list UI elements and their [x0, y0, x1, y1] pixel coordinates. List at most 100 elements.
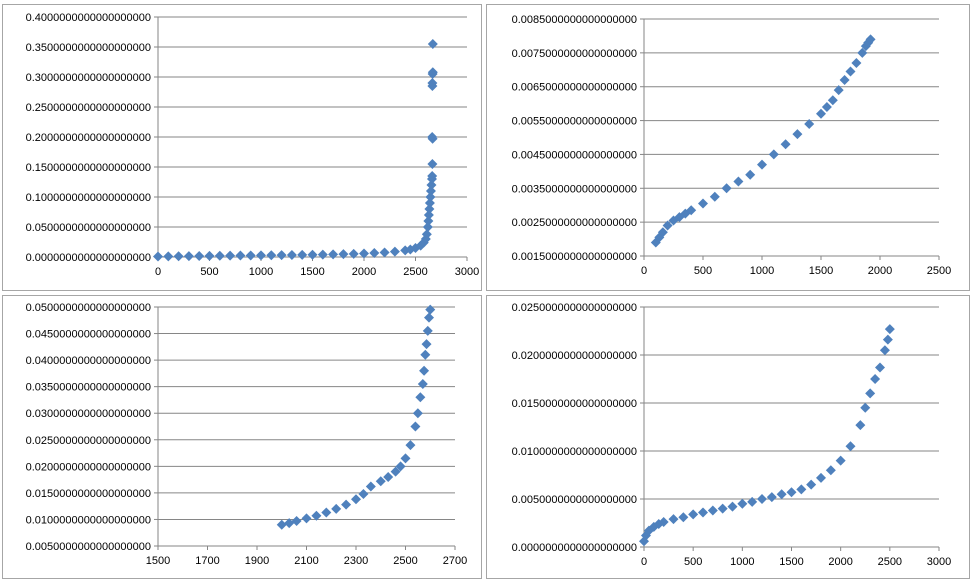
data-point-marker — [400, 453, 411, 464]
data-point-marker — [256, 250, 266, 261]
data-point-marker — [657, 227, 668, 238]
data-point-marker — [297, 249, 308, 260]
data-point-marker — [351, 494, 361, 505]
data-point-marker — [389, 246, 400, 257]
y-tick-label: 0.3000000000000000000 — [26, 72, 151, 84]
data-point-marker — [422, 222, 433, 232]
y-tick-label: 0.0065000000000000000 — [512, 82, 637, 94]
data-point-marker — [851, 58, 862, 69]
data-point-marker — [717, 503, 728, 514]
x-tick-label: 2000 — [868, 265, 892, 277]
y-tick-label: 0.0000000000000000000 — [512, 542, 637, 554]
x-tick-label: 2000 — [828, 556, 852, 568]
data-point-marker — [421, 339, 432, 350]
data-point-marker — [721, 183, 732, 194]
data-point-marker — [291, 516, 302, 527]
x-tick-label: 1900 — [245, 555, 269, 567]
data-point-marker — [806, 479, 817, 490]
x-tick-label: 1000 — [249, 266, 273, 278]
data-point-marker — [865, 388, 876, 399]
x-tick-label: 1500 — [779, 556, 803, 568]
data-point-marker — [733, 176, 744, 187]
y-tick-label: 0.0300000000000000000 — [26, 408, 151, 420]
y-tick-label: 0.0035000000000000000 — [512, 183, 637, 195]
y-tick-label: 0.4000000000000000000 — [26, 12, 151, 24]
data-point-marker — [662, 220, 673, 231]
data-point-marker — [427, 67, 438, 78]
data-point-marker — [301, 513, 312, 524]
x-tick-label: 1000 — [750, 265, 774, 277]
chart-panel-bottom-right: 0.0000000000000000000 0.00500000000000000… — [486, 295, 970, 579]
data-point-marker — [427, 171, 438, 181]
data-point-marker — [688, 509, 699, 520]
data-point-marker — [833, 85, 844, 96]
data-point-marker — [276, 250, 287, 261]
y-tick-label: 0.0500000000000000000 — [26, 302, 151, 314]
y-tick-label: 0.0200000000000000000 — [512, 350, 637, 362]
data-point-marker — [317, 249, 328, 260]
data-point-marker — [745, 169, 756, 180]
x-tick-label: 2100 — [294, 555, 318, 567]
data-point-marker — [727, 501, 738, 512]
y-tick-label: 0.0025000000000000000 — [512, 217, 637, 229]
y-tick-label: 0.1500000000000000000 — [26, 162, 151, 174]
x-tick-label: 1500 — [146, 555, 170, 567]
y-tick-label: 0.0085000000000000000 — [512, 14, 637, 26]
data-point-marker — [266, 250, 277, 261]
scatter-chart-4: 0.0000000000000000000 0.00500000000000000… — [512, 302, 952, 568]
y-tick-label: 0.0100000000000000000 — [26, 514, 151, 526]
data-point-marker — [427, 132, 438, 142]
data-point-marker — [648, 521, 659, 532]
data-point-marker — [153, 251, 163, 262]
data-point-marker — [375, 476, 386, 487]
data-point-marker — [358, 488, 369, 499]
y-tick-label: 0.0015000000000000000 — [512, 251, 637, 263]
data-point-marker — [348, 248, 359, 259]
data-point-marker — [640, 530, 651, 541]
y-tick-label: 0.0045000000000000000 — [512, 149, 637, 161]
data-point-marker — [379, 247, 390, 258]
data-point-marker — [776, 489, 787, 500]
data-point-marker — [425, 304, 436, 315]
data-point-marker — [884, 324, 895, 335]
x-tick-label: 2500 — [403, 266, 427, 278]
data-point-marker — [768, 149, 779, 160]
data-point-marker — [225, 250, 236, 261]
x-tick-label: 2500 — [927, 265, 951, 277]
data-point-marker — [235, 250, 246, 261]
data-point-marker — [816, 472, 826, 483]
data-point-marker — [422, 325, 433, 336]
data-point-marker — [757, 494, 767, 504]
data-point-marker — [835, 455, 846, 466]
data-point-marker — [365, 481, 376, 492]
data-point-marker — [163, 251, 174, 262]
x-tick-label: 2300 — [344, 555, 368, 567]
x-tick-label: 500 — [200, 266, 218, 278]
data-point-marker — [412, 408, 423, 419]
scatter-chart-1: 0.0000000000000000000 0.05000000000000000… — [26, 12, 480, 278]
data-point-marker — [786, 487, 797, 498]
y-tick-label: 0.3500000000000000000 — [26, 42, 151, 54]
x-tick-label: 2700 — [443, 555, 467, 567]
data-point-marker — [870, 374, 881, 384]
y-tick-label: 0.0055000000000000000 — [512, 116, 637, 128]
data-point-marker — [284, 518, 295, 529]
data-point-marker — [395, 461, 406, 472]
y-tick-label: 0.0250000000000000000 — [26, 435, 151, 447]
x-tick-label: 3000 — [927, 556, 951, 568]
data-point-marker — [173, 251, 184, 262]
scatter-chart-2: 0.0015000000000000000 0.00250000000000000… — [512, 14, 952, 277]
data-point-marker — [686, 205, 697, 216]
data-point-marker — [321, 507, 332, 518]
y-tick-label: 0.0100000000000000000 — [512, 446, 637, 458]
y-tick-label: 0.2000000000000000000 — [26, 132, 151, 144]
data-point-marker — [747, 496, 758, 507]
data-point-marker — [698, 507, 708, 518]
data-point-marker — [639, 536, 649, 547]
data-point-marker — [757, 159, 767, 170]
y-tick-label: 0.0150000000000000000 — [512, 398, 637, 410]
data-point-marker — [766, 492, 777, 503]
data-point-marker — [424, 204, 435, 214]
y-tick-label: 0.0075000000000000000 — [512, 48, 637, 60]
x-tick-label: 0 — [155, 266, 161, 278]
